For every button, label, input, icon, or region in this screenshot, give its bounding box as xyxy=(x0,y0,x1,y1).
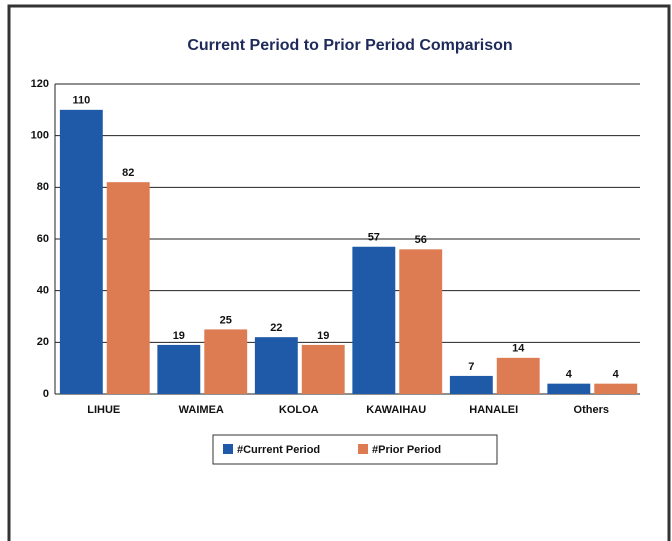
bar xyxy=(449,375,493,394)
bar xyxy=(352,246,396,394)
x-tick-label: WAIMEA xyxy=(179,404,224,416)
x-tick-label: KOLOA xyxy=(279,404,319,416)
bar xyxy=(157,344,201,394)
data-label: 57 xyxy=(368,232,380,244)
y-tick-label: 40 xyxy=(37,285,49,297)
legend-swatch xyxy=(358,444,368,454)
bar xyxy=(399,249,443,394)
x-tick-label: KAWAIHAU xyxy=(366,404,426,416)
bar xyxy=(59,109,103,394)
data-label: 19 xyxy=(317,330,329,342)
data-label: 82 xyxy=(122,167,134,179)
bar xyxy=(106,182,150,394)
bar xyxy=(204,329,248,394)
y-tick-label: 80 xyxy=(37,181,49,193)
y-tick-label: 120 xyxy=(31,78,49,90)
bar xyxy=(496,357,540,394)
bar xyxy=(547,383,591,394)
x-tick-label: Others xyxy=(574,404,609,416)
data-label: 4 xyxy=(566,369,573,381)
data-label: 22 xyxy=(270,322,282,334)
bar xyxy=(594,383,638,394)
data-label: 7 xyxy=(468,361,474,373)
bar xyxy=(254,337,298,394)
data-label: 110 xyxy=(72,95,90,107)
data-label: 19 xyxy=(173,330,185,342)
data-label: 4 xyxy=(613,369,620,381)
chart-title: Current Period to Prior Period Compariso… xyxy=(187,37,512,54)
data-label: 14 xyxy=(512,343,525,355)
y-tick-label: 100 xyxy=(31,130,49,142)
data-label: 56 xyxy=(415,234,427,246)
y-tick-label: 0 xyxy=(43,388,49,400)
legend-label: #Prior Period xyxy=(372,444,441,456)
frame xyxy=(7,4,671,541)
legend-label: #Current Period xyxy=(237,444,320,456)
data-label: 25 xyxy=(220,314,232,326)
x-tick-label: HANALEI xyxy=(469,404,518,416)
y-tick-label: 60 xyxy=(37,233,49,245)
y-tick-label: 20 xyxy=(37,336,49,348)
x-tick-label: LIHUE xyxy=(87,404,120,416)
bar xyxy=(301,344,345,394)
legend-box xyxy=(212,434,498,465)
legend-swatch xyxy=(223,444,233,454)
